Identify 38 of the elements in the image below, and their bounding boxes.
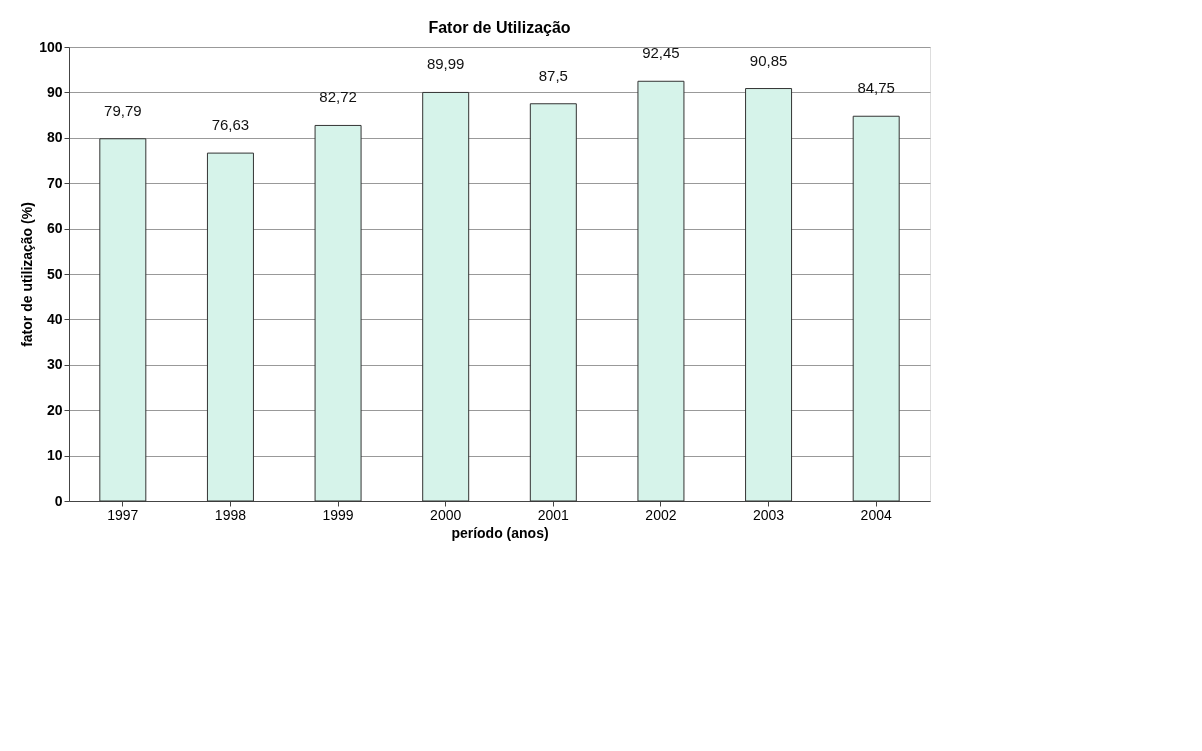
bar — [314, 124, 362, 502]
x-tick-label: 1999 — [322, 506, 354, 523]
y-tick-label: 90 — [46, 83, 63, 100]
y-tick-label: 80 — [46, 129, 63, 146]
x-tick-label: 1998 — [214, 506, 247, 523]
x-tick-label: 2004 — [860, 506, 892, 523]
bar — [529, 103, 577, 502]
y-tick-label: 70 — [46, 174, 63, 191]
bar — [206, 152, 254, 502]
y-tick-label: 60 — [46, 220, 63, 237]
data-label: 82,72 — [319, 88, 357, 106]
bar — [852, 115, 900, 502]
y-tick-label: 30 — [46, 356, 63, 373]
x-axis-title: período (anos) — [451, 524, 549, 541]
bar — [745, 88, 793, 502]
data-label: 87,5 — [538, 66, 568, 84]
x-tick-label: 2001 — [537, 506, 570, 523]
y-tick-label: 100 — [39, 38, 63, 55]
y-axis-title: fator de utilização (%) — [19, 202, 36, 347]
data-label: 92,45 — [642, 44, 680, 62]
y-tick-label: 50 — [46, 265, 63, 282]
y-tick-label: 0 — [54, 492, 63, 509]
x-tick-label: 2000 — [430, 506, 462, 523]
x-tick-label: 2003 — [752, 506, 785, 523]
x-tick-label: 1997 — [107, 506, 139, 523]
y-tick-label: 10 — [46, 447, 63, 464]
bar — [99, 138, 147, 502]
data-label: 89,99 — [426, 55, 465, 73]
x-tick-label: 2002 — [645, 506, 677, 523]
y-tick-label: 20 — [46, 401, 63, 418]
data-label: 76,63 — [211, 116, 250, 134]
bar — [422, 91, 470, 502]
chart-title: Fator de Utilização — [428, 19, 571, 36]
y-tick-label: 40 — [46, 310, 63, 327]
data-label: 84,75 — [857, 79, 895, 97]
bar — [637, 80, 685, 502]
data-label: 79,79 — [104, 101, 142, 119]
data-label: 90,85 — [749, 51, 788, 69]
